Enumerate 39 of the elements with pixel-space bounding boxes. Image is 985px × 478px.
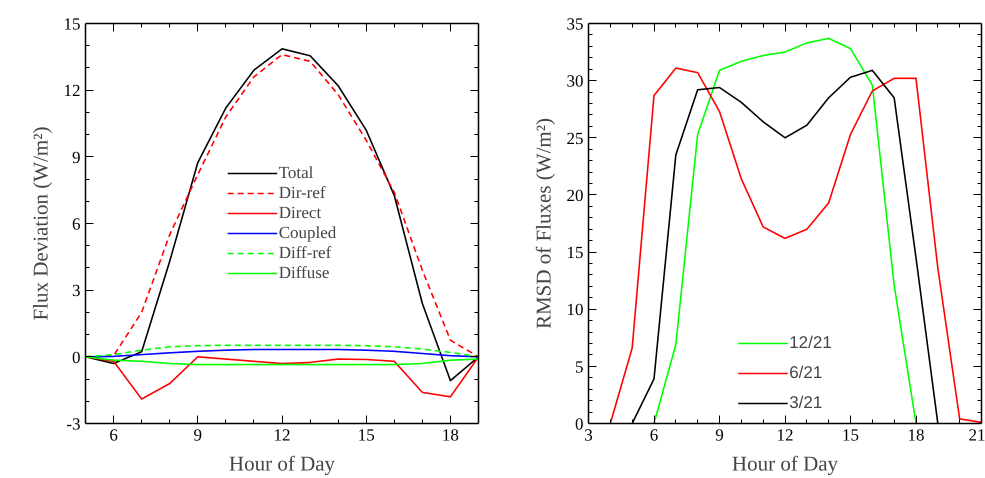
x-axis-title: Hour of Day (732, 452, 839, 476)
x-tick-label: 21 (968, 426, 985, 444)
x-tick-label: 12 (274, 426, 290, 444)
y-axis-title: RMSD of Fluxes (W/m²) (532, 118, 556, 330)
x-tick-label: 15 (842, 426, 859, 444)
y-tick-label: 0 (72, 348, 80, 367)
y-tick-label: 6 (72, 214, 80, 234)
x-axis-title: Hour of Day (228, 452, 336, 476)
legend-label: Coupled (278, 223, 336, 243)
y-tick-label: 5 (575, 357, 584, 376)
legend-label: Direct (278, 203, 322, 223)
y-tick-label: 15 (566, 243, 584, 262)
x-tick-label: 9 (715, 426, 724, 444)
x-tick-label: 15 (358, 426, 375, 444)
legend-label: 12/21 (789, 333, 832, 353)
y-tick-label: 25 (566, 128, 584, 148)
y-tick-label: 3 (72, 281, 80, 300)
legend-label: Total (278, 163, 314, 183)
y-tick-label: 15 (64, 14, 80, 34)
y-axis-title: Flux Deviation (W/m²) (28, 126, 52, 321)
y-tick-label: 9 (72, 148, 80, 167)
x-tick-label: 12 (776, 426, 794, 444)
y-tick-label: 30 (566, 72, 584, 91)
x-tick-label: 18 (442, 426, 459, 444)
legend-label: 3/21 (789, 393, 822, 413)
x-tick-label: 9 (194, 426, 202, 444)
x-tick-label: 6 (109, 426, 118, 444)
x-tick-label: 18 (908, 426, 924, 444)
y-tick-label: 10 (566, 300, 584, 320)
legend-label: 6/21 (789, 363, 822, 383)
legend-label: Diffuse (278, 263, 330, 283)
y-tick-label: 20 (566, 186, 584, 205)
legend-label: Dir-ref (278, 183, 326, 203)
y-tick-label: -3 (66, 414, 81, 434)
x-tick-label: 6 (650, 426, 658, 444)
y-tick-label: 35 (566, 14, 584, 34)
y-tick-label: 12 (64, 81, 80, 100)
legend-label: Diff-ref (278, 243, 332, 263)
y-tick-label: 0 (575, 414, 584, 434)
